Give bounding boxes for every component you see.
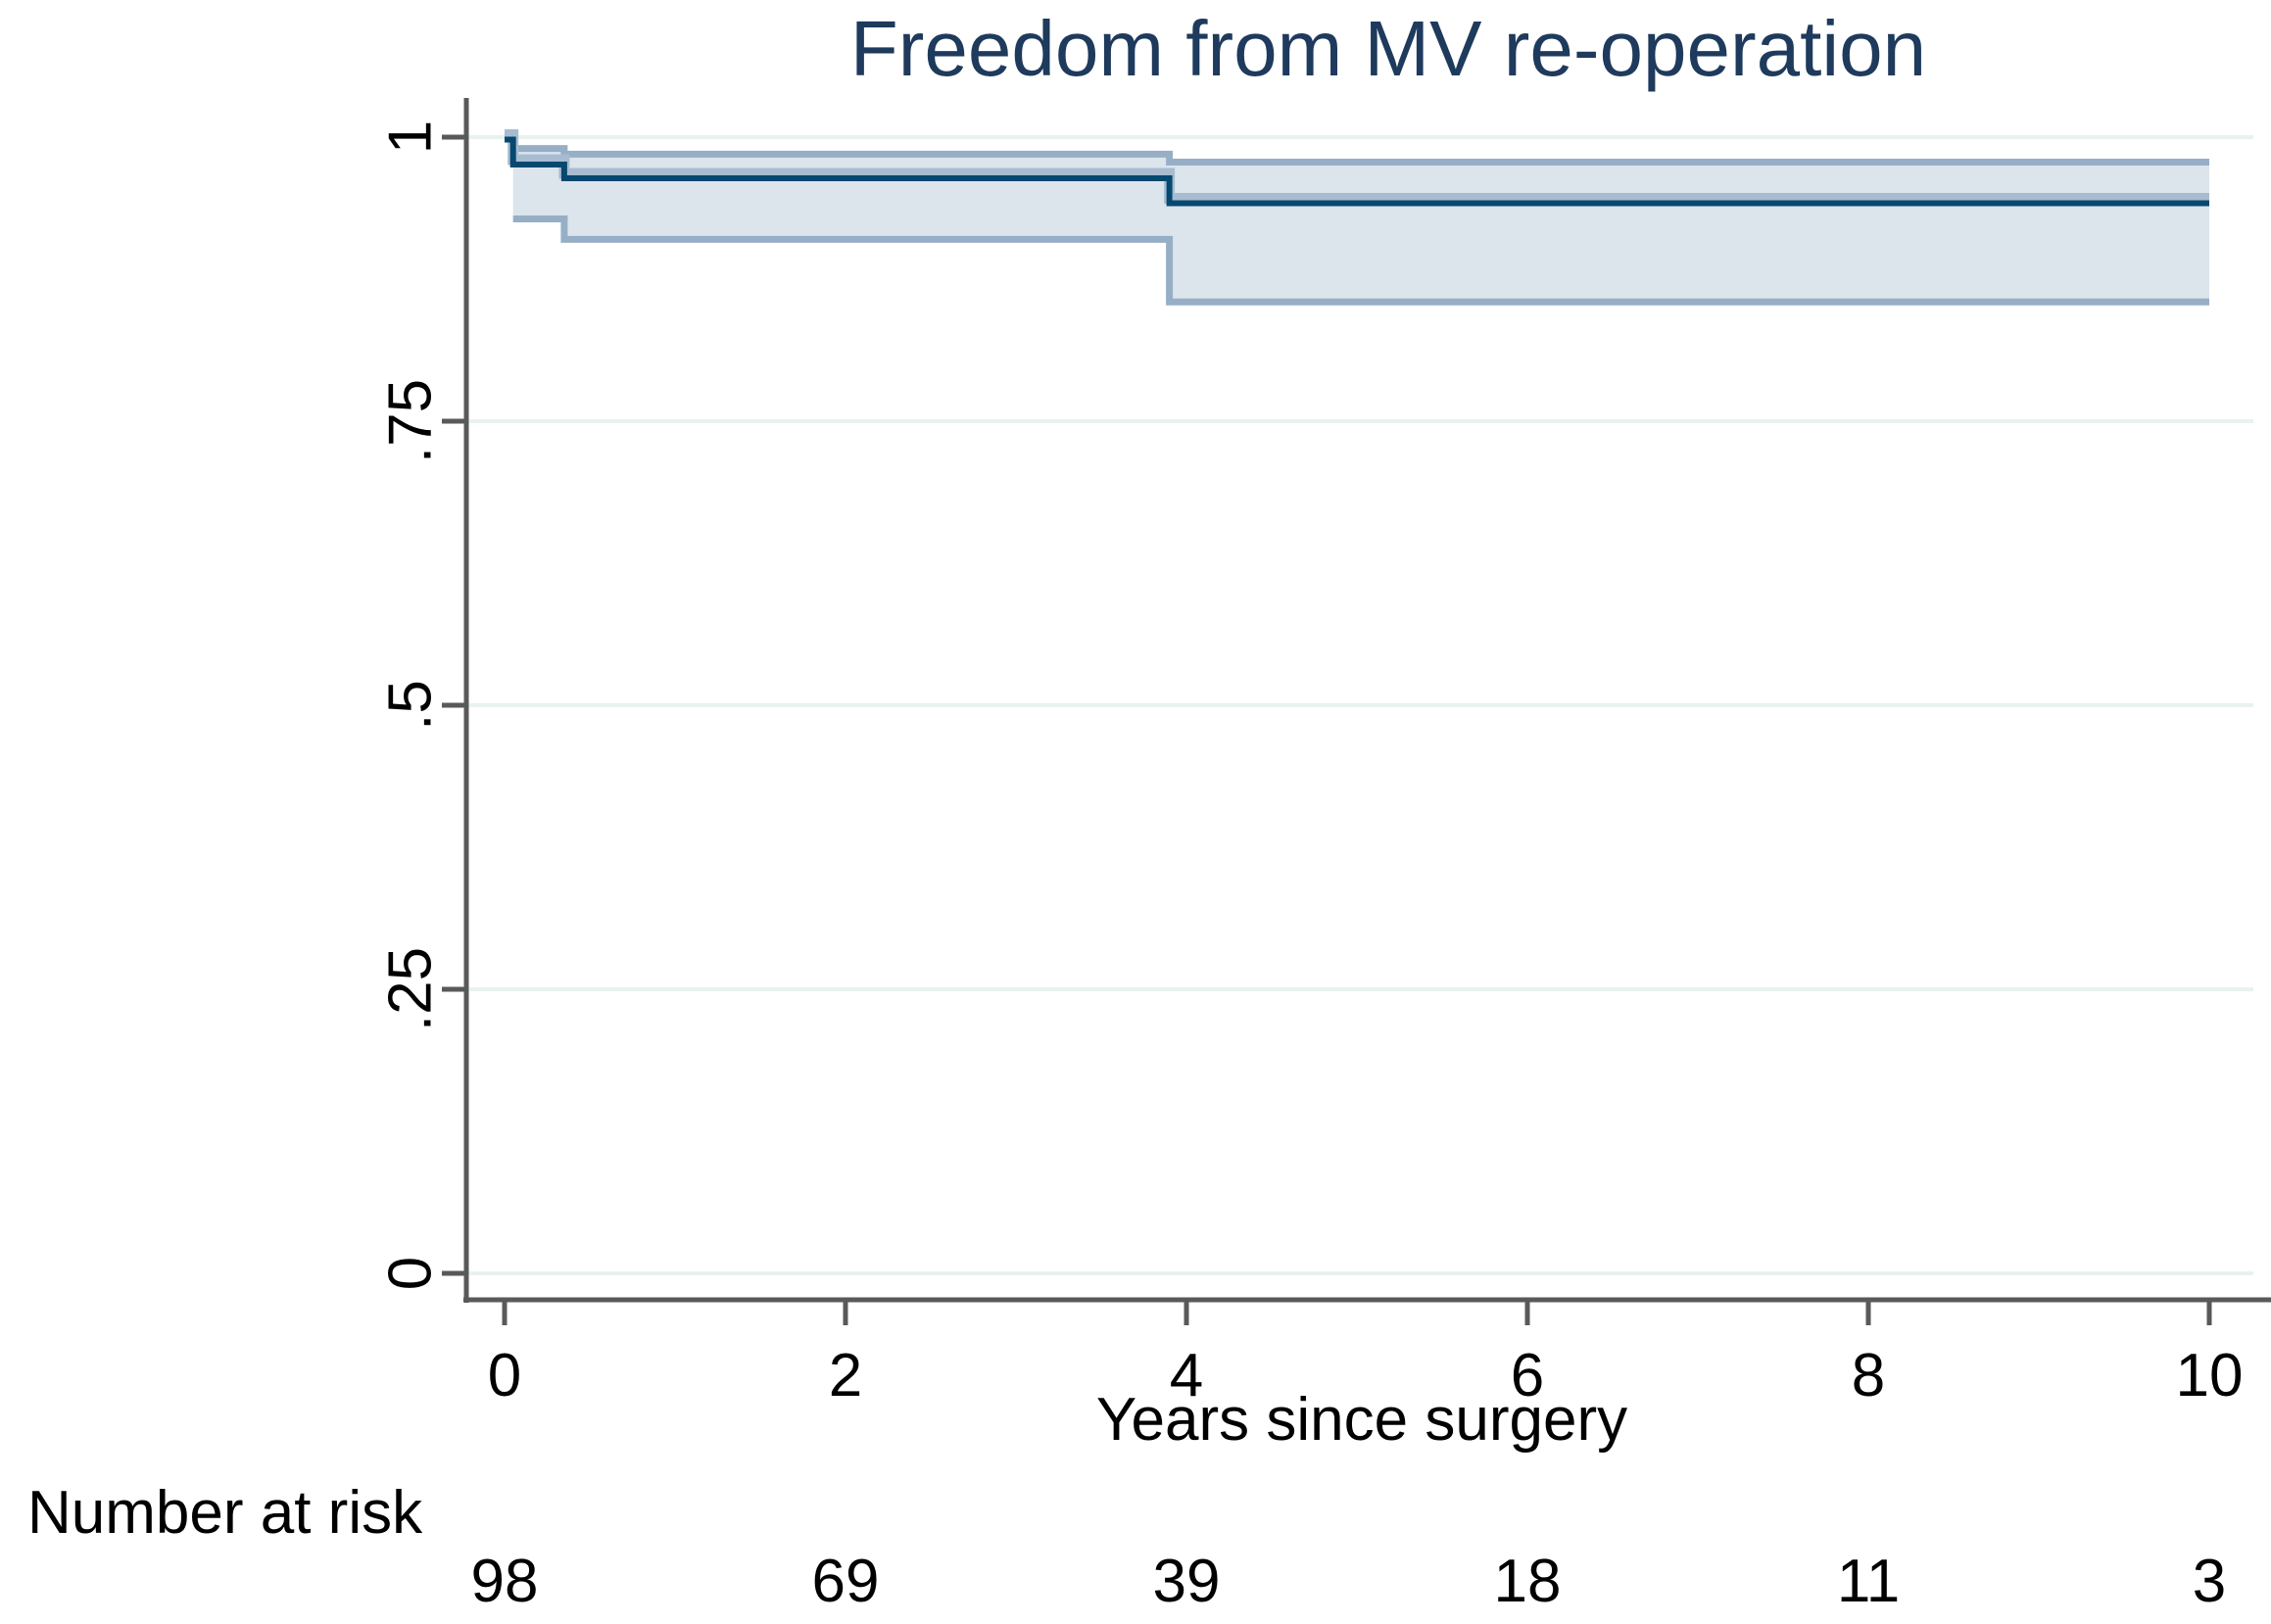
ci-lower-line xyxy=(512,215,2209,306)
survival-curve xyxy=(505,129,2209,207)
x-tick-label: 6 xyxy=(1511,1342,1544,1409)
risk-count: 11 xyxy=(1837,1548,1900,1615)
risk-count: 18 xyxy=(1494,1548,1562,1615)
ci-band-fill xyxy=(512,148,2210,303)
axes xyxy=(442,98,2271,1325)
risk-table-label: Number at risk xyxy=(27,1479,423,1547)
y-tick-label: 0 xyxy=(377,1257,445,1290)
y-tick-labels: 1 .75 .5 .25 0 xyxy=(377,120,445,1290)
survival-line xyxy=(505,136,2209,207)
y-tick-label: .5 xyxy=(377,680,445,731)
x-tick-label: 0 xyxy=(488,1342,521,1409)
x-tick-label: 10 xyxy=(2176,1342,2244,1409)
gridlines xyxy=(468,135,2253,1275)
y-tick-label: 1 xyxy=(377,120,445,154)
chart-title: Freedom from MV re-operation xyxy=(850,5,1926,92)
x-tick-label: 8 xyxy=(1852,1342,1885,1409)
ci-band xyxy=(512,145,2210,306)
ci-upper-line xyxy=(512,145,2209,167)
risk-counts: 98 69 39 18 11 3 xyxy=(471,1548,2227,1615)
x-tick-label: 4 xyxy=(1170,1342,1203,1409)
risk-count: 69 xyxy=(812,1548,880,1615)
x-tick-labels: 0 2 4 6 8 10 xyxy=(488,1342,2244,1409)
x-tick-label: 2 xyxy=(829,1342,862,1409)
y-tick-label: .25 xyxy=(377,947,445,1031)
risk-count: 98 xyxy=(471,1548,539,1615)
risk-count: 3 xyxy=(2193,1548,2226,1615)
risk-count: 39 xyxy=(1153,1548,1221,1615)
x-axis-label: Years since surgery xyxy=(1096,1386,1627,1454)
y-tick-label: .75 xyxy=(377,379,445,463)
